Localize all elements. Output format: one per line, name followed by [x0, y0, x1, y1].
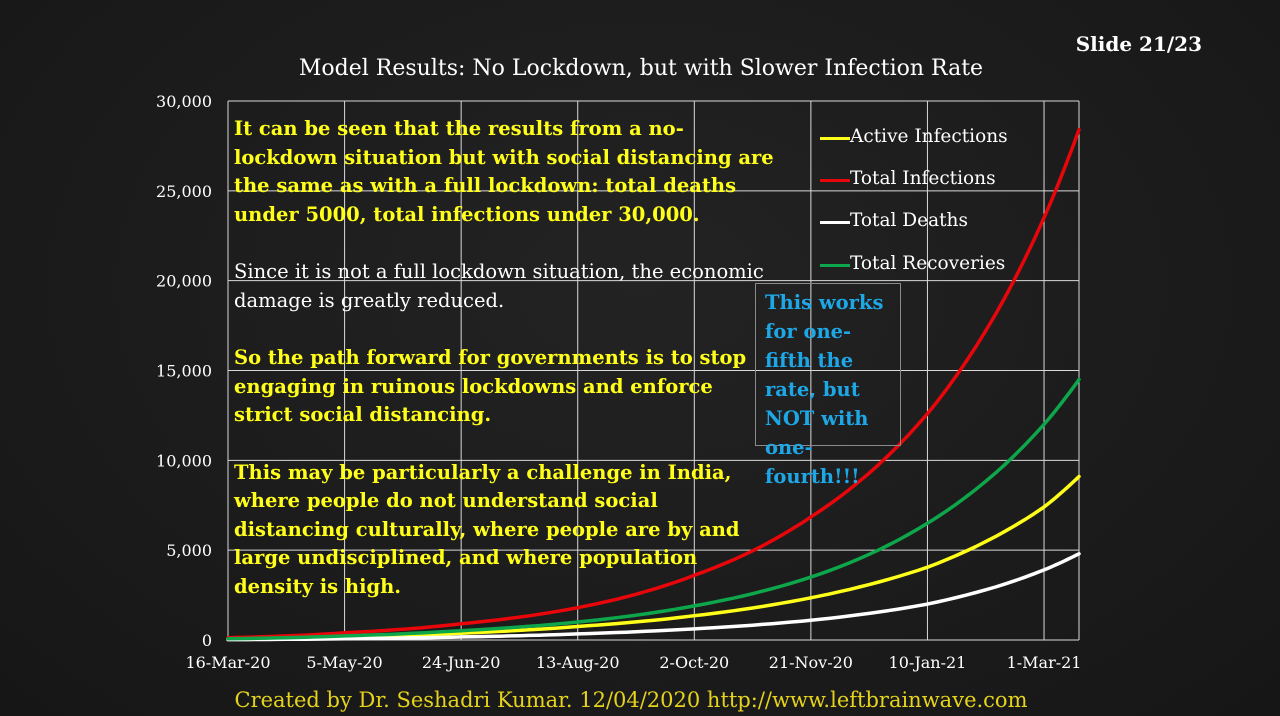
y-tick-label: 25,000 [156, 182, 212, 201]
y-tick-label: 20,000 [156, 272, 212, 291]
x-tick-label: 1-Mar-21 [1007, 653, 1082, 672]
chart-title: Model Results: No Lockdown, but with Slo… [298, 56, 984, 81]
series-line-total-infections [226, 127, 1081, 640]
y-axis-tick-labels: 0 5,000 10,000 15,000 20,000 25,000 30,000 [156, 92, 212, 650]
series-line-total-deaths [226, 552, 1081, 642]
y-tick-label: 30,000 [156, 92, 212, 111]
note-paragraph-4: This may be particularly a challenge in … [234, 460, 740, 598]
y-tick-label: 15,000 [156, 362, 212, 381]
x-tick-label: 13-Aug-20 [536, 653, 620, 672]
callout-box: This works for one-fifth the rate, but N… [755, 283, 901, 488]
legend-swatch-total-deaths [820, 221, 850, 225]
note-paragraph-3: So the path forward for governments is t… [234, 346, 747, 426]
note-paragraph-1: It can be seen that the results from a n… [234, 117, 774, 226]
legend-swatch-total-infections [820, 178, 850, 182]
x-tick-label: 21-Nov-20 [769, 653, 853, 672]
series-line-total-recoveries [226, 377, 1081, 641]
legend-label: Total Recoveries [850, 252, 1006, 274]
annotation-notes: It can be seen that the results from a n… [234, 115, 774, 630]
x-tick-label: 24-Jun-20 [422, 653, 501, 672]
x-axis-tick-labels: 16-Mar-20 5-May-20 24-Jun-20 13-Aug-20 2-Oct… [185, 653, 1081, 672]
chart-legend: Active Infections Total Infections Total… [820, 117, 1008, 286]
slide-number: Slide 21/23 [1075, 32, 1202, 56]
legend-label: Total Deaths [850, 210, 968, 232]
x-tick-label: 5-May-20 [306, 653, 382, 672]
legend-item-total-recoveries: Total Recoveries [820, 244, 1008, 286]
legend-item-total-infections: Total Infections [820, 159, 1008, 201]
x-tick-label: 10-Jan-21 [889, 653, 967, 672]
y-tick-label: 0 [202, 631, 212, 650]
legend-label: Active Infections [850, 125, 1008, 147]
y-tick-label: 5,000 [166, 541, 212, 560]
footer-credit: Created by Dr. Seshadri Kumar. 12/04/202… [234, 688, 1028, 712]
legend-swatch-total-recoveries [820, 263, 850, 267]
note-paragraph-2: Since it is not a full lockdown situatio… [234, 260, 764, 312]
legend-item-active-infections: Active Infections [820, 117, 1008, 159]
x-tick-label: 2-Oct-20 [659, 653, 729, 672]
chart-grid [227, 100, 1080, 641]
x-tick-label: 16-Mar-20 [185, 653, 270, 672]
y-tick-label: 10,000 [156, 451, 212, 470]
legend-swatch-active-infections [820, 136, 850, 140]
legend-label: Total Infections [850, 167, 996, 189]
series-lines [226, 127, 1081, 642]
legend-item-total-deaths: Total Deaths [820, 202, 1008, 244]
